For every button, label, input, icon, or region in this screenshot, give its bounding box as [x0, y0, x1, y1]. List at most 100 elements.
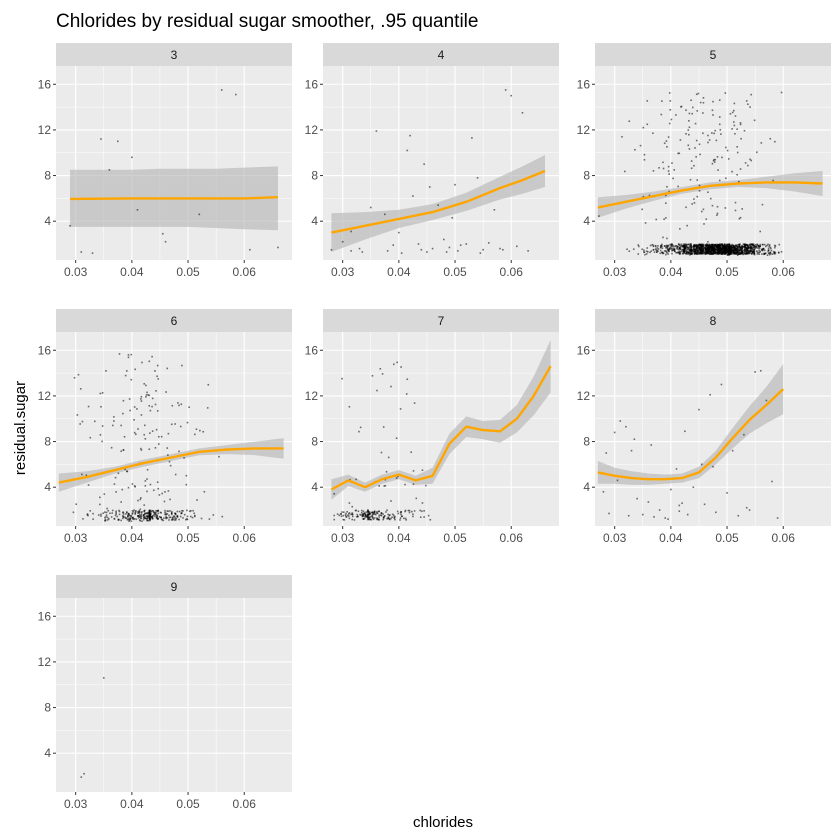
y-tick-label: 8 [44, 435, 51, 449]
data-point [502, 248, 504, 251]
data-point [174, 423, 176, 425]
data-point [690, 167, 693, 170]
data-point [699, 245, 701, 248]
data-point [136, 408, 138, 410]
data-point [356, 513, 359, 516]
data-point [190, 515, 192, 518]
x-tick-label: 0.03 [331, 531, 355, 545]
data-point [400, 366, 402, 368]
data-point [742, 249, 745, 252]
data-point [758, 245, 761, 248]
data-point [709, 250, 712, 252]
data-point [650, 444, 652, 446]
data-point [150, 510, 153, 513]
data-point [161, 232, 164, 235]
data-point [178, 450, 180, 453]
data-point [699, 250, 702, 253]
data-point [702, 208, 705, 211]
data-point [685, 251, 688, 254]
data-point [100, 515, 102, 517]
data-point [145, 396, 147, 398]
data-point [608, 512, 610, 515]
data-point [185, 518, 187, 521]
data-point [641, 208, 643, 211]
data-point [134, 512, 137, 514]
data-point [669, 243, 672, 246]
data-point [664, 517, 667, 519]
data-point [367, 510, 369, 513]
data-point [156, 510, 158, 512]
data-point [710, 252, 713, 255]
x-tick-label: 0.06 [500, 265, 524, 279]
data-point [698, 246, 701, 249]
data-point [735, 244, 738, 247]
data-point [679, 228, 681, 230]
data-point [406, 149, 409, 152]
data-point [80, 776, 83, 778]
data-point [115, 511, 117, 514]
data-point [147, 515, 149, 517]
data-point [698, 408, 700, 411]
data-point [105, 515, 107, 518]
data-point [720, 252, 722, 255]
data-point [176, 510, 179, 513]
x-tick-label: 0.06 [233, 797, 257, 811]
data-point [680, 248, 682, 251]
data-point [166, 517, 169, 519]
data-point [731, 128, 733, 130]
data-point [164, 511, 166, 514]
data-point [138, 516, 141, 519]
data-point [394, 518, 396, 521]
data-point [711, 247, 713, 249]
data-point [652, 245, 655, 248]
data-point [465, 243, 468, 245]
data-point [155, 517, 158, 519]
data-point [149, 409, 152, 412]
data-point [685, 132, 687, 135]
data-point [741, 247, 744, 249]
data-point [663, 250, 666, 252]
data-point [724, 243, 726, 245]
data-point [698, 243, 701, 246]
data-point [101, 425, 104, 427]
data-point [679, 248, 681, 251]
data-point [688, 133, 690, 136]
data-point [351, 515, 354, 518]
data-point [143, 517, 146, 519]
data-point [652, 244, 655, 247]
y-tick-label: 16 [577, 343, 591, 357]
data-point [710, 251, 713, 253]
data-point [145, 517, 147, 520]
data-point [89, 510, 92, 512]
data-point [762, 247, 765, 250]
data-point [369, 206, 372, 209]
data-point [758, 253, 760, 255]
y-tick-label: 4 [311, 214, 318, 228]
data-point [702, 97, 705, 99]
data-point [378, 485, 380, 487]
data-point [81, 420, 84, 423]
data-point [665, 140, 668, 142]
data-point [126, 370, 128, 372]
data-point [619, 420, 622, 422]
data-point [115, 513, 117, 515]
data-point [700, 252, 703, 254]
data-point [707, 134, 709, 137]
data-point [763, 249, 766, 252]
facet-panel-4: 4 4 8 12 16 0.03 0.04 0.05 0.06 [305, 43, 559, 279]
data-point [360, 514, 363, 516]
data-point [666, 252, 668, 254]
data-point [766, 244, 768, 247]
data-point [708, 243, 710, 246]
facet-panel-8: 8 4 8 12 16 0.03 0.04 0.05 0.06 [577, 309, 831, 545]
data-point [751, 247, 754, 250]
data-point [156, 375, 158, 378]
data-point [718, 179, 721, 182]
data-point [671, 245, 674, 247]
data-point [382, 518, 384, 521]
data-point [482, 248, 484, 251]
data-point [652, 248, 655, 251]
data-point [138, 519, 141, 521]
data-point [448, 246, 451, 249]
data-point [667, 518, 669, 520]
